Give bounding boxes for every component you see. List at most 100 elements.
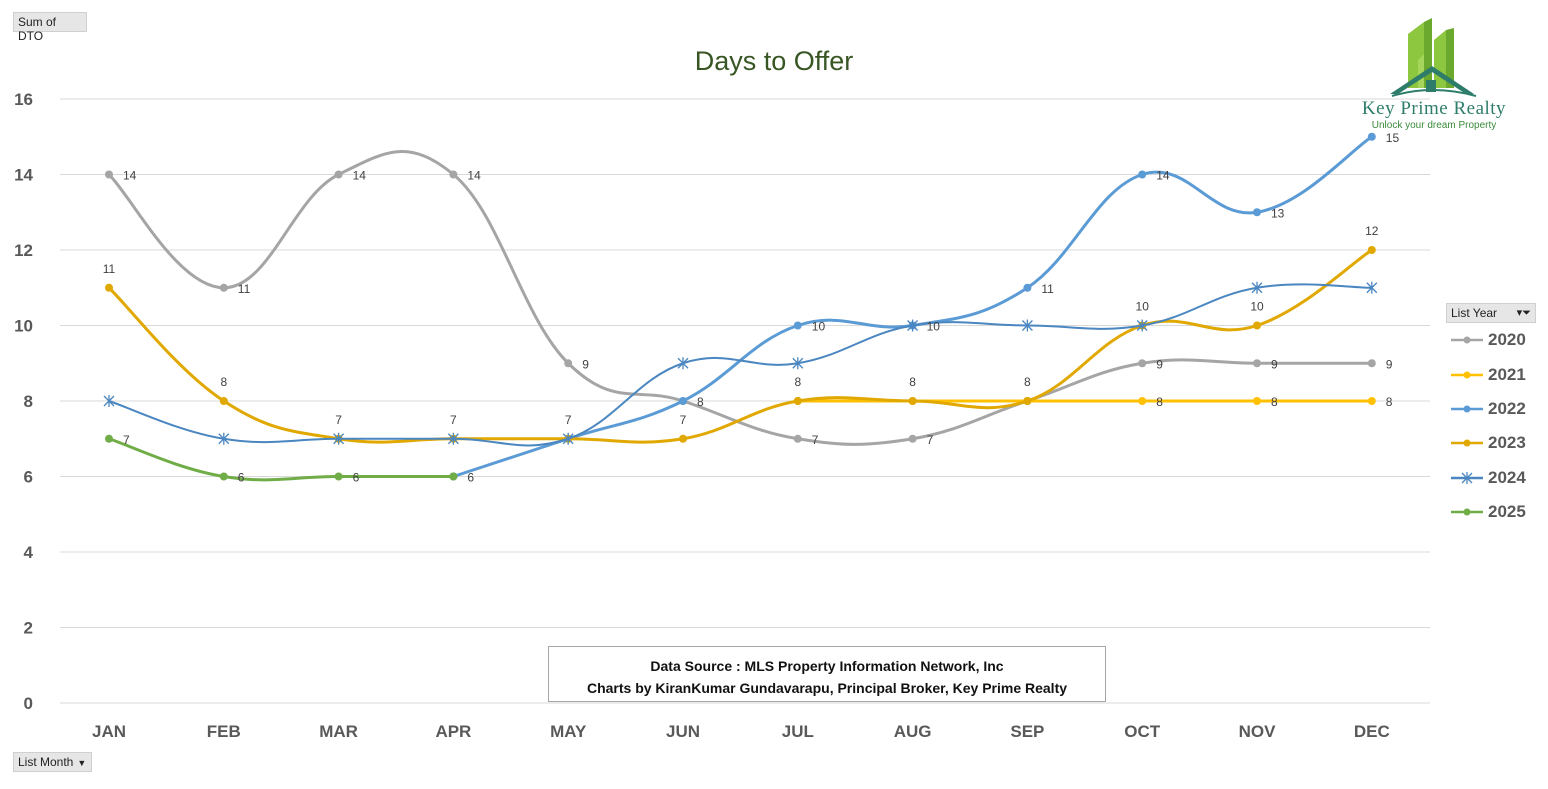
- data-label: 8: [1156, 395, 1163, 409]
- data-label: 9: [1156, 357, 1163, 371]
- data-label: 14: [467, 169, 481, 183]
- sum-of-dto-field-button[interactable]: Sum of DTO: [13, 12, 87, 43]
- data-point: [105, 434, 113, 443]
- data-point: [908, 397, 917, 405]
- legend-item-2025: 2025: [1446, 495, 1536, 529]
- data-label: 11: [103, 262, 116, 276]
- x-tick-label: JUN: [666, 722, 700, 741]
- y-tick-label: 8: [24, 392, 33, 411]
- y-tick-label: 0: [24, 694, 33, 713]
- legend-label: 2020: [1488, 330, 1526, 350]
- data-label: 10: [927, 320, 941, 334]
- y-tick-label: 2: [24, 619, 33, 638]
- data-point: [1138, 359, 1147, 368]
- data-point: [334, 170, 343, 179]
- data-point: [679, 397, 687, 405]
- gridlines: [60, 98, 1430, 704]
- y-tick-label: 6: [24, 468, 33, 487]
- x-tick-label: DEC: [1354, 722, 1390, 741]
- data-point: [908, 434, 917, 443]
- data-point: [564, 359, 573, 368]
- data-point: [219, 397, 228, 405]
- data-label: 11: [238, 282, 251, 296]
- data-label: 7: [123, 433, 130, 447]
- dropdown-arrow-icon: ▼: [77, 758, 87, 768]
- data-label: 6: [353, 471, 360, 485]
- x-tick-label: FEB: [207, 722, 241, 741]
- data-label: 15: [1386, 131, 1400, 145]
- data-point: [679, 434, 687, 443]
- building-logo-icon: [1390, 18, 1477, 97]
- data-label: 9: [1386, 357, 1393, 371]
- list-month-filter-button[interactable]: List Month ▼: [13, 752, 92, 772]
- legend-line-icon: [1451, 471, 1483, 484]
- legend-item-2021: 2021: [1446, 357, 1536, 391]
- legend-line-icon: [1451, 508, 1483, 516]
- data-point: [1367, 359, 1376, 368]
- series-line: [108, 437, 454, 482]
- y-tick-label: 14: [14, 166, 33, 185]
- legend-marker: [1463, 439, 1471, 447]
- data-point: [1023, 283, 1032, 292]
- data-point: [219, 472, 228, 481]
- data-label: 8: [909, 375, 916, 389]
- y-tick-label: 16: [14, 90, 33, 109]
- data-point: [449, 170, 458, 179]
- data-label: 8: [1271, 395, 1278, 409]
- legend-items: 2020 2021 2022 2023 2024 2025: [1446, 323, 1536, 529]
- legend-label: 2022: [1488, 398, 1526, 418]
- legend: List Year ▾⏷ 2020 2021 2022 2023 2024 2025: [1446, 303, 1536, 529]
- legend-line-icon: [1451, 405, 1483, 413]
- data-source-box: Data Source : MLS Property Information N…: [548, 646, 1106, 702]
- series-2024: [103, 281, 1378, 447]
- data-label: 8: [697, 395, 704, 409]
- data-point: [105, 283, 113, 292]
- data-point: [1253, 321, 1261, 330]
- logo-tagline: Unlock your dream Property: [1371, 120, 1497, 131]
- x-tick-label: MAR: [319, 722, 358, 741]
- chart-title: Days to Offer: [695, 46, 854, 76]
- list-year-filter-button[interactable]: List Year ▾⏷: [1446, 303, 1536, 323]
- data-point: [1253, 208, 1261, 217]
- data-point: [1138, 170, 1147, 179]
- data-label: 9: [582, 357, 589, 371]
- x-tick-label: MAY: [550, 722, 587, 741]
- series-2025: [105, 434, 458, 482]
- data-label: 10: [1250, 300, 1264, 314]
- data-label: 6: [238, 471, 245, 485]
- data-label: 7: [927, 433, 934, 447]
- x-tick-label: AUG: [894, 722, 932, 741]
- field-button-label: List Month: [18, 755, 74, 769]
- legend-marker: [1463, 405, 1471, 413]
- x-tick-label: JUL: [782, 722, 814, 741]
- axes: 0 2 4 6 8 10 12 14 16 JAN FEB MAR APR MAY JUN JUL AUG SEP…: [14, 90, 1390, 741]
- data-point: [1367, 246, 1376, 254]
- data-point: [793, 397, 802, 405]
- legend-line-icon: [1451, 371, 1483, 379]
- data-label: 9: [1271, 357, 1278, 371]
- legend-item-2024: 2024: [1446, 461, 1536, 495]
- legend-label: 2023: [1488, 433, 1526, 453]
- legend-label: 2025: [1488, 502, 1526, 522]
- key-prime-realty-logo: Key Prime Realty Unlock your dream Prope…: [1352, 14, 1516, 136]
- data-label: 14: [353, 169, 367, 183]
- data-point: [105, 170, 113, 179]
- data-label: 8: [1386, 395, 1393, 409]
- x-tick-label: NOV: [1239, 722, 1277, 741]
- legend-label: 2024: [1488, 467, 1526, 487]
- x-tick-label: JAN: [92, 722, 126, 741]
- data-label: 12: [1365, 224, 1379, 238]
- x-tick-label: OCT: [1124, 722, 1161, 741]
- data-label: 8: [220, 375, 227, 389]
- legend-marker: [1463, 336, 1471, 344]
- legend-marker: [1463, 371, 1471, 379]
- data-point: [793, 321, 802, 330]
- legend-marker: [1463, 508, 1471, 516]
- x-tick-label: APR: [435, 722, 471, 741]
- data-label: 7: [450, 413, 457, 427]
- legend-line-icon: [1451, 336, 1483, 344]
- data-label: 14: [123, 169, 137, 183]
- y-tick-label: 12: [14, 241, 33, 260]
- field-button-label: Sum of DTO: [18, 15, 57, 43]
